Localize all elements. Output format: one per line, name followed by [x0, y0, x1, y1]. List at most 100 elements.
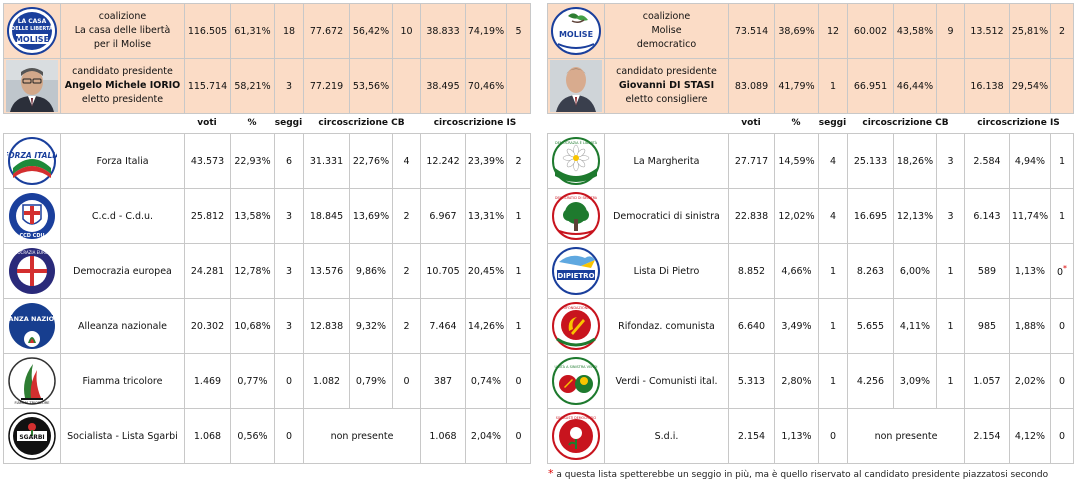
cell: 13,58% — [230, 188, 275, 244]
cell: 12.242 — [420, 133, 466, 189]
cell: 22,76% — [349, 133, 393, 189]
cell: 1,88% — [1009, 298, 1051, 354]
left-coalition-table: LA CASA DELLE LIBERTÀ MOLISE coalizione … — [3, 3, 531, 114]
cell: 53,56% — [349, 58, 393, 114]
right-party-table: DEMOCRAZIA È LIBERTÀ La Margherita 27.71… — [547, 133, 1074, 464]
cell: 5.313 — [728, 353, 775, 409]
cell: 25.812 — [184, 188, 231, 244]
cell: 4 — [818, 133, 848, 189]
distasi-photo — [547, 58, 605, 114]
cell: 13.512 — [964, 3, 1010, 59]
cell: 1 — [936, 298, 965, 354]
cell: 18,26% — [893, 133, 937, 189]
cell: 1 — [1050, 188, 1074, 244]
cell: 8.852 — [728, 243, 775, 299]
cell: 3 — [274, 243, 304, 299]
cell: 6 — [274, 133, 304, 189]
label-line: La casa delle libertà — [74, 25, 171, 36]
cell: 77.219 — [303, 58, 350, 114]
cell: 46,44% — [893, 58, 937, 114]
party-name: Alleanza nazionale — [60, 298, 185, 354]
cell: 38.495 — [420, 58, 466, 114]
header-circ-cb: circoscrizione CB — [318, 118, 405, 128]
cell: 4 — [392, 133, 421, 189]
cell: 4,66% — [774, 243, 819, 299]
margherita-logo-text: DEMOCRAZIA È LIBERTÀ — [555, 140, 598, 145]
cell: 0,79% — [349, 353, 393, 409]
cell: 1 — [818, 58, 848, 114]
cell: 18.845 — [303, 188, 350, 244]
left-candidate-row: candidato presidente Angelo Michele IORI… — [3, 58, 531, 114]
cell: 2,04% — [465, 408, 507, 464]
cell: 16.138 — [964, 58, 1010, 114]
party-row: DEMOCRATICI DI SINISTRA Democratici di s… — [547, 188, 1074, 244]
cell: 2 — [1050, 3, 1074, 59]
party-name: Forza Italia — [60, 133, 185, 189]
seats-with-asterisk: 0* — [1050, 243, 1074, 299]
cell: 1 — [818, 243, 848, 299]
cell: 0,56% — [230, 408, 275, 464]
ccd-cdu-logo: CCD CDU — [3, 188, 61, 244]
cell: 66.951 — [847, 58, 894, 114]
rifondazione-logo: RIFONDAZIONE — [547, 298, 605, 354]
forza-italia-logo: FORZA ITALIA — [3, 133, 61, 189]
cell: 12,02% — [774, 188, 819, 244]
cell: 1 — [936, 353, 965, 409]
label-line: Molise — [651, 25, 682, 36]
footnote-text: a questa lista spetterebbe un seggio in … — [556, 470, 1049, 480]
cell: 13,69% — [349, 188, 393, 244]
lista-sgarbi-logo-text: SGARBI — [19, 434, 44, 441]
cell: 77.672 — [303, 3, 350, 59]
cell — [506, 58, 531, 114]
ds-logo: DEMOCRATICI DI SINISTRA — [547, 188, 605, 244]
cell: 20,45% — [465, 243, 507, 299]
label-line: per il Molise — [93, 39, 152, 50]
cell: 1 — [506, 188, 531, 244]
cell: 3 — [274, 188, 304, 244]
cell: 1 — [936, 243, 965, 299]
cell: 9 — [936, 3, 965, 59]
right-candidate-label: candidato presidente Giovanni DI STASI e… — [604, 58, 729, 114]
cell: 4.256 — [847, 353, 894, 409]
label-line: democratico — [636, 39, 697, 50]
iorio-photo — [3, 58, 61, 114]
label-line: eletto presidente — [81, 94, 164, 105]
header-seggi: seggi — [274, 118, 303, 128]
asterisk-mark: * — [1063, 263, 1067, 273]
di-pietro-logo-text: DIPIETRO — [557, 272, 594, 280]
molise-democratico-logo: MOLISE — [547, 3, 605, 59]
party-row: CCD CDU C.c.d - C.d.u. 25.812 13,58% 3 1… — [3, 188, 531, 244]
cell: 2 — [506, 133, 531, 189]
sdi-logo: SOCIALISTI DEMOCRATICI — [547, 408, 605, 464]
cell: 18 — [274, 3, 304, 59]
forza-italia-logo-text: FORZA ITALIA — [7, 151, 57, 160]
cell: 10.705 — [420, 243, 466, 299]
left-column-headers: voti % seggi circoscrizione CB circoscri… — [3, 118, 530, 132]
not-present-cell: non presente — [847, 408, 965, 464]
cell: 31.331 — [303, 133, 350, 189]
cell: 10,68% — [230, 298, 275, 354]
party-row: SOCIALISTI DEMOCRATICI S.d.i. 2.154 1,13… — [547, 408, 1074, 464]
cell: 6.143 — [964, 188, 1010, 244]
cell: 43.573 — [184, 133, 231, 189]
cell: 6.640 — [728, 298, 775, 354]
cell: 10 — [392, 3, 421, 59]
cell: 27.717 — [728, 133, 775, 189]
cell: 25,81% — [1009, 3, 1051, 59]
right-coalition-row: MOLISE coalizione Molise democratico 73.… — [547, 3, 1074, 59]
party-row: UNITÀ A SINISTRA VERDI Verdi - Comunisti… — [547, 353, 1074, 409]
cell: 1.068 — [184, 408, 231, 464]
cell: 9,86% — [349, 243, 393, 299]
left-candidate-label: candidato presidente Angelo Michele IORI… — [60, 58, 185, 114]
cell: 0 — [1050, 298, 1074, 354]
margherita-logo: DEMOCRAZIA È LIBERTÀ — [547, 133, 605, 189]
cell: 0 — [274, 408, 304, 464]
cell: 12,13% — [893, 188, 937, 244]
cell: 6.967 — [420, 188, 466, 244]
cell: 12 — [818, 3, 848, 59]
di-pietro-logo: DIPIETRO — [547, 243, 605, 299]
cell: 13,31% — [465, 188, 507, 244]
cell: 1,13% — [774, 408, 819, 464]
cell: 13.576 — [303, 243, 350, 299]
cell: 29,54% — [1009, 58, 1051, 114]
